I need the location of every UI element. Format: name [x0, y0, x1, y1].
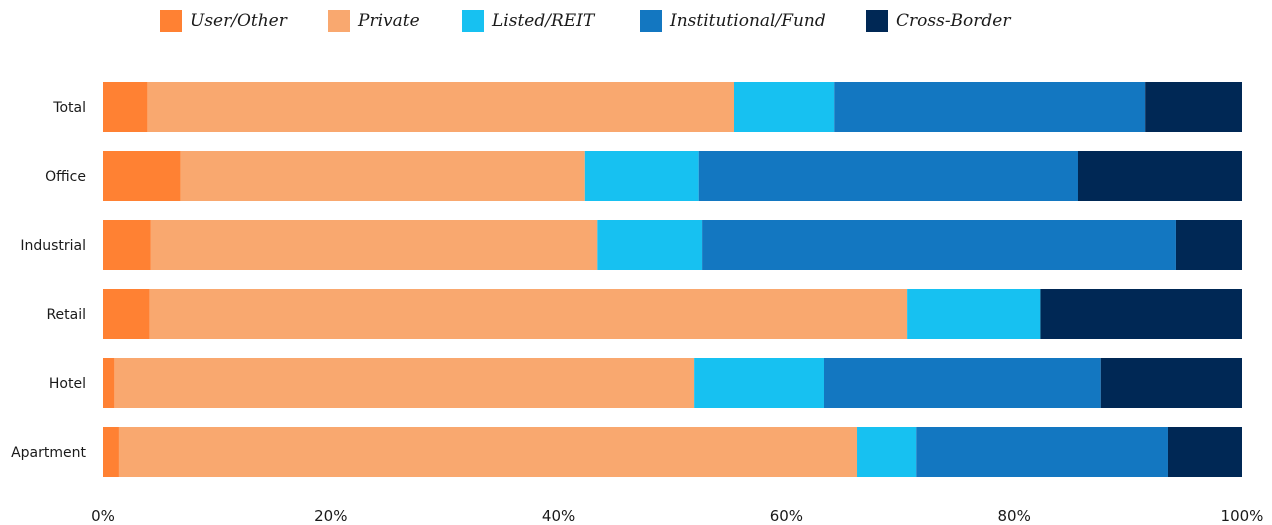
bar-retail-private	[149, 289, 908, 339]
legend-item-listed-reit: Listed/REIT	[462, 6, 594, 36]
category-label-office: Office	[45, 169, 86, 185]
legend-item-institutional-fund: Institutional/Fund	[640, 6, 826, 36]
bar-apartment-cross-border	[1167, 427, 1242, 477]
bar-industrial-user-other	[103, 220, 151, 270]
legend-label-user-other: User/Other	[190, 11, 287, 31]
category-label-industrial: Industrial	[20, 238, 86, 254]
bar-retail-cross-border	[1040, 289, 1242, 339]
bar-industrial-listed-reit	[597, 220, 703, 270]
bar-hotel-private	[114, 358, 695, 408]
legend-label-listed-reit: Listed/REIT	[492, 11, 595, 31]
x-tick-label: 80%	[998, 507, 1031, 525]
bar-retail-listed-reit	[907, 289, 1041, 339]
bar-apartment-listed-reit	[857, 427, 917, 477]
legend-swatch-institutional-fund	[640, 10, 662, 32]
bar-hotel-user-other	[103, 358, 115, 408]
bar-hotel-cross-border	[1100, 358, 1242, 408]
bar-total-institutional-fund	[834, 82, 1146, 132]
legend-swatch-cross-border	[866, 10, 888, 32]
bar-hotel-institutional-fund	[823, 358, 1101, 408]
category-label-retail: Retail	[46, 307, 86, 323]
category-label-total: Total	[52, 100, 86, 116]
bar-apartment-institutional-fund	[916, 427, 1168, 477]
legend-swatch-user-other	[160, 10, 182, 32]
bar-retail-user-other	[103, 289, 150, 339]
bar-total-listed-reit	[734, 82, 835, 132]
legend-swatch-private	[328, 10, 350, 32]
bar-hotel-listed-reit	[694, 358, 824, 408]
legend: User/Other Private Listed/REIT Instituti…	[0, 6, 1272, 36]
legend-item-user-other: User/Other	[160, 6, 287, 36]
legend-swatch-listed-reit	[462, 10, 484, 32]
bar-office-cross-border	[1077, 151, 1242, 201]
legend-label-institutional-fund: Institutional/Fund	[670, 11, 826, 31]
bar-total-user-other	[103, 82, 148, 132]
x-tick-label: 60%	[770, 507, 803, 525]
bar-office-listed-reit	[584, 151, 699, 201]
x-tick-label: 0%	[91, 507, 115, 525]
category-label-hotel: Hotel	[49, 376, 86, 392]
bar-total-cross-border	[1145, 82, 1242, 132]
bar-apartment-private	[118, 427, 858, 477]
bar-office-private	[180, 151, 585, 201]
bar-total-private	[147, 82, 735, 132]
bar-industrial-cross-border	[1175, 220, 1242, 270]
x-tick-label: 40%	[542, 507, 575, 525]
bar-apartment-user-other	[103, 427, 119, 477]
bar-industrial-institutional-fund	[702, 220, 1176, 270]
legend-label-private: Private	[358, 11, 420, 31]
legend-item-private: Private	[328, 6, 420, 36]
legend-label-cross-border: Cross-Border	[896, 11, 1011, 31]
legend-item-cross-border: Cross-Border	[866, 6, 1010, 36]
x-tick-label: 100%	[1221, 507, 1264, 525]
bar-industrial-private	[150, 220, 598, 270]
bar-office-institutional-fund	[698, 151, 1078, 201]
bar-office-user-other	[103, 151, 181, 201]
x-tick-label: 20%	[314, 507, 347, 525]
category-label-apartment: Apartment	[11, 445, 86, 461]
